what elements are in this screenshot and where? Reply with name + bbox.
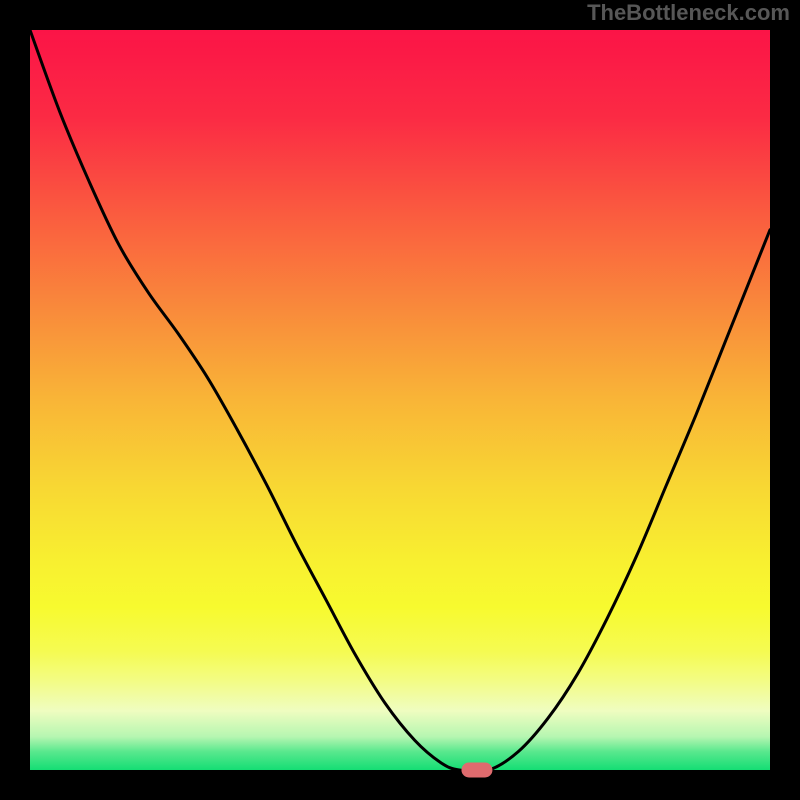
chart-canvas: TheBottleneck.com — [0, 0, 800, 800]
bottleneck-chart — [0, 0, 800, 800]
plot-background — [30, 30, 770, 770]
optimal-marker — [462, 763, 492, 777]
watermark-text: TheBottleneck.com — [587, 0, 790, 26]
